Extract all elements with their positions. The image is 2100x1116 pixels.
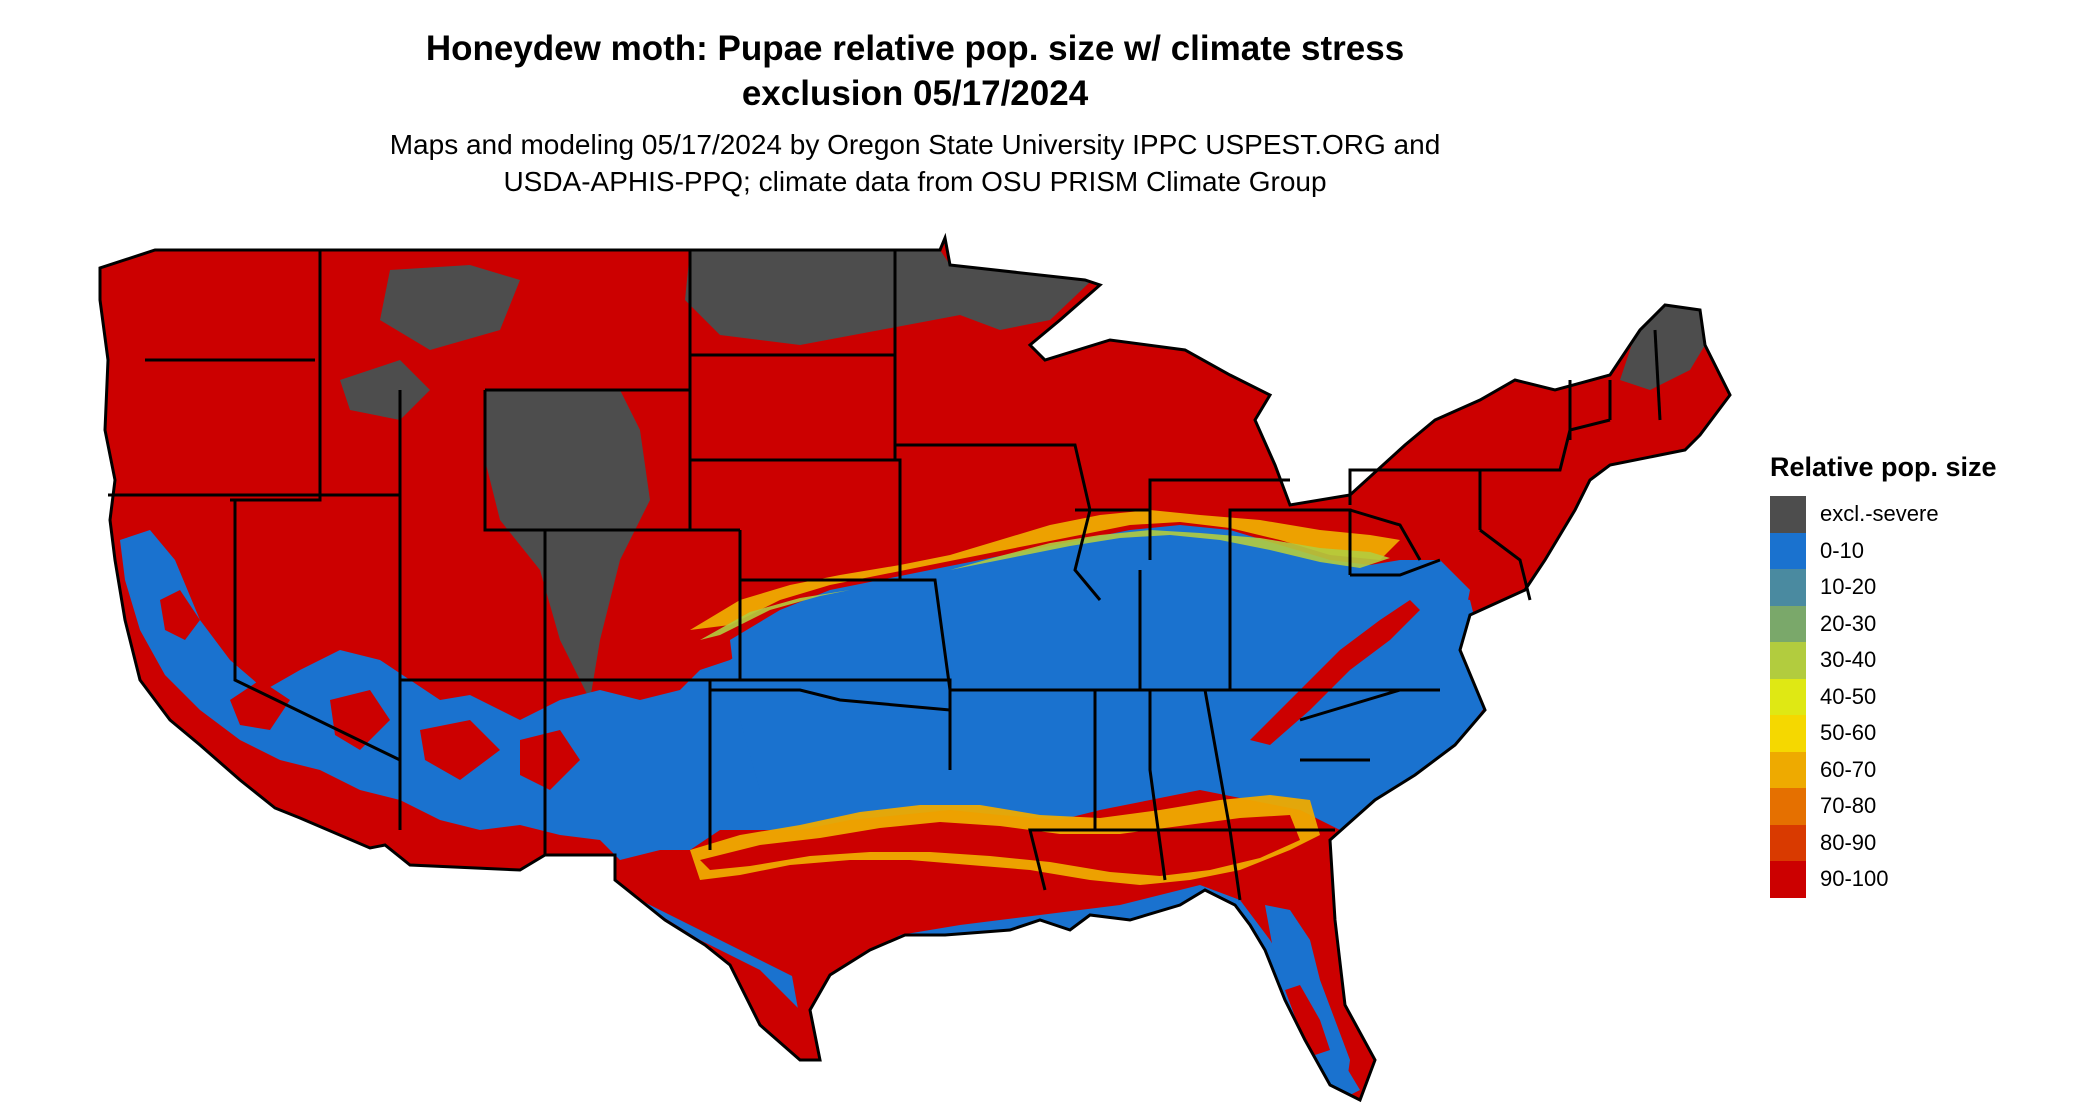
region-0-10-gulf [640, 885, 1360, 1100]
southwest-patches [160, 590, 580, 790]
state-boundaries [98, 232, 1732, 1103]
legend-label: 50-60 [1820, 720, 1877, 746]
legend-swatch [1770, 861, 1806, 898]
map-title-line-2: exclusion 05/17/2024 [741, 74, 1089, 113]
legend-item: 80-90 [1770, 824, 2070, 861]
legend-title: Relative pop. size [1770, 452, 1997, 482]
legend-item: excl.-severe [1770, 496, 2070, 533]
legend-swatch [1770, 824, 1806, 861]
legend-item: 60-70 [1770, 751, 2070, 788]
legend-label: 40-50 [1820, 683, 1877, 709]
legend: Relative pop. size excl.-severe 0-10 10-20… [1770, 450, 2070, 898]
legend-swatch [1770, 605, 1806, 642]
legend-item: 0-10 [1770, 532, 2070, 569]
map-subtitle: Maps and modeling 05/17/2024 by Oregon S… [0, 126, 1830, 200]
map-subtitle-line-2: USDA-APHIS-PPQ; climate data from OSU PR… [503, 166, 1327, 197]
legend-items: excl.-severe 0-10 10-20 20-30 30-40 40-50 50-6… [1770, 496, 2070, 898]
legend-swatch [1770, 678, 1806, 715]
legend-swatch [1770, 642, 1806, 679]
legend-label: 10-20 [1820, 574, 1877, 600]
map-title: Honeydew moth: Pupae relative pop. size … [0, 26, 1830, 116]
map-title-line-1: Honeydew moth: Pupae relative pop. size … [425, 29, 1405, 68]
legend-label: 80-90 [1820, 829, 1877, 855]
legend-item: 20-30 [1770, 605, 2070, 642]
legend-item: 90-100 [1770, 861, 2070, 898]
legend-item: 30-40 [1770, 642, 2070, 679]
legend-swatch [1770, 496, 1806, 533]
map-subtitle-line-1: Maps and modeling 05/17/2024 by Oregon S… [389, 129, 1441, 160]
band-50-80-north [690, 510, 1400, 630]
legend-item: 40-50 [1770, 678, 2070, 715]
legend-label: 0-10 [1820, 537, 1865, 563]
legend-swatch [1770, 715, 1806, 752]
legend-label: 20-30 [1820, 610, 1877, 636]
legend-swatch [1770, 751, 1806, 788]
legend-swatch [1770, 788, 1806, 825]
legend-label: 60-70 [1820, 756, 1877, 782]
excluded-areas [340, 250, 1705, 700]
band-90-100-appalachia [1250, 600, 1420, 745]
legend-item: 70-80 [1770, 788, 2070, 825]
legend-label: 70-80 [1820, 793, 1877, 819]
legend-label: excl.-severe [1820, 501, 1939, 527]
legend-label: 30-40 [1820, 647, 1877, 673]
legend-swatch [1770, 532, 1806, 569]
legend-item: 10-20 [1770, 569, 2070, 606]
legend-item: 50-60 [1770, 715, 2070, 752]
legend-label: 90-100 [1820, 866, 1889, 892]
legend-swatch [1770, 569, 1806, 606]
band-90-100-florida [1285, 985, 1330, 1055]
